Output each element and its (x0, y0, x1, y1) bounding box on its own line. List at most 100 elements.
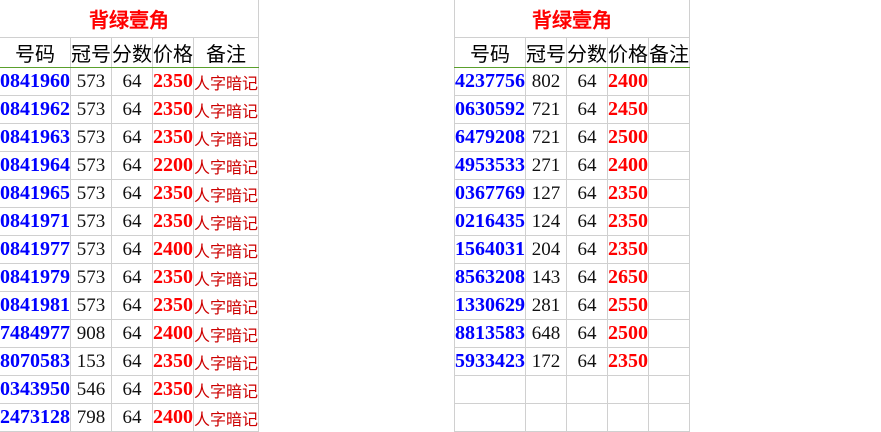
price-cell[interactable] (607, 375, 649, 404)
note-cell[interactable] (648, 403, 690, 432)
score-cell[interactable]: 64 (111, 95, 153, 124)
note-cell[interactable] (648, 347, 690, 376)
price-cell[interactable]: 2350 (152, 207, 194, 236)
serial-number-cell[interactable]: 0630592 (454, 95, 526, 124)
note-cell[interactable] (648, 95, 690, 124)
serial-number-cell[interactable]: 0841971 (0, 207, 71, 236)
score-cell[interactable]: 64 (111, 67, 153, 96)
header-serial[interactable]: 号码 (454, 37, 526, 68)
score-cell[interactable]: 64 (111, 291, 153, 320)
crown-cell[interactable]: 573 (70, 235, 112, 264)
header-score[interactable]: 分数 (111, 37, 153, 68)
score-cell[interactable]: 64 (111, 235, 153, 264)
serial-number-cell[interactable] (454, 375, 526, 404)
crown-cell[interactable]: 721 (525, 123, 567, 152)
note-cell[interactable]: 人字暗记 (192, 375, 260, 404)
price-cell[interactable]: 2350 (152, 263, 194, 292)
note-cell[interactable]: 人字暗记 (192, 263, 260, 292)
score-cell[interactable]: 64 (566, 67, 608, 96)
score-cell[interactable]: 64 (111, 375, 153, 404)
note-cell[interactable] (648, 179, 690, 208)
note-cell[interactable] (648, 263, 690, 292)
price-cell[interactable]: 2400 (152, 319, 194, 348)
serial-number-cell[interactable]: 6479208 (454, 123, 526, 152)
note-cell[interactable]: 人字暗记 (192, 235, 260, 264)
crown-cell[interactable]: 573 (70, 179, 112, 208)
price-cell[interactable]: 2400 (607, 151, 649, 180)
serial-number-cell[interactable]: 8070583 (0, 347, 71, 376)
note-cell[interactable] (648, 291, 690, 320)
price-cell[interactable]: 2350 (607, 207, 649, 236)
header-price[interactable]: 价格 (607, 37, 649, 68)
serial-number-cell[interactable]: 0841979 (0, 263, 71, 292)
crown-cell[interactable]: 271 (525, 151, 567, 180)
serial-number-cell[interactable]: 0343950 (0, 375, 71, 404)
header-crown[interactable]: 冠号 (525, 37, 567, 68)
serial-number-cell[interactable]: 8563208 (454, 263, 526, 292)
crown-cell[interactable]: 153 (70, 347, 112, 376)
note-cell[interactable] (648, 123, 690, 152)
crown-cell[interactable]: 573 (70, 291, 112, 320)
score-cell[interactable]: 64 (566, 319, 608, 348)
score-cell[interactable]: 64 (566, 291, 608, 320)
crown-cell[interactable]: 143 (525, 263, 567, 292)
score-cell[interactable]: 64 (111, 263, 153, 292)
crown-cell[interactable]: 721 (525, 95, 567, 124)
note-cell[interactable]: 人字暗记 (192, 151, 260, 180)
crown-cell[interactable]: 802 (525, 67, 567, 96)
score-cell[interactable]: 64 (111, 179, 153, 208)
note-cell[interactable] (648, 151, 690, 180)
crown-cell[interactable]: 204 (525, 235, 567, 264)
note-cell[interactable]: 人字暗记 (192, 207, 260, 236)
crown-cell[interactable]: 124 (525, 207, 567, 236)
serial-number-cell[interactable]: 0841965 (0, 179, 71, 208)
note-cell[interactable]: 人字暗记 (192, 179, 260, 208)
score-cell[interactable]: 64 (111, 123, 153, 152)
price-cell[interactable]: 2500 (607, 123, 649, 152)
serial-number-cell[interactable]: 0841964 (0, 151, 71, 180)
crown-cell[interactable]: 573 (70, 151, 112, 180)
score-cell[interactable] (566, 375, 608, 404)
score-cell[interactable]: 64 (111, 347, 153, 376)
score-cell[interactable]: 64 (566, 123, 608, 152)
serial-number-cell[interactable]: 7484977 (0, 319, 71, 348)
price-cell[interactable]: 2650 (607, 263, 649, 292)
serial-number-cell[interactable]: 5933423 (454, 347, 526, 376)
price-cell[interactable]: 2350 (152, 179, 194, 208)
note-cell[interactable]: 人字暗记 (192, 67, 260, 96)
serial-number-cell[interactable]: 0841963 (0, 123, 71, 152)
price-cell[interactable]: 2400 (152, 235, 194, 264)
score-cell[interactable]: 64 (111, 207, 153, 236)
note-cell[interactable]: 人字暗记 (192, 347, 260, 376)
score-cell[interactable]: 64 (566, 95, 608, 124)
score-cell[interactable]: 64 (566, 151, 608, 180)
crown-cell[interactable] (525, 403, 567, 432)
score-cell[interactable]: 64 (566, 263, 608, 292)
note-cell[interactable] (648, 235, 690, 264)
crown-cell[interactable]: 281 (525, 291, 567, 320)
price-cell[interactable]: 2500 (607, 319, 649, 348)
price-cell[interactable]: 2400 (607, 67, 649, 96)
note-cell[interactable] (648, 67, 690, 96)
crown-cell[interactable]: 648 (525, 319, 567, 348)
header-note[interactable]: 备注 (192, 37, 260, 68)
crown-cell[interactable]: 546 (70, 375, 112, 404)
crown-cell[interactable]: 798 (70, 403, 112, 432)
header-serial[interactable]: 号码 (0, 37, 71, 68)
price-cell[interactable]: 2350 (607, 179, 649, 208)
note-cell[interactable] (648, 207, 690, 236)
crown-cell[interactable] (525, 375, 567, 404)
price-cell[interactable]: 2200 (152, 151, 194, 180)
price-cell[interactable]: 2450 (607, 95, 649, 124)
note-cell[interactable] (648, 319, 690, 348)
score-cell[interactable] (566, 403, 608, 432)
header-crown[interactable]: 冠号 (70, 37, 112, 68)
serial-number-cell[interactable]: 0841981 (0, 291, 71, 320)
serial-number-cell[interactable]: 0216435 (454, 207, 526, 236)
price-cell[interactable]: 2350 (152, 67, 194, 96)
note-cell[interactable]: 人字暗记 (192, 95, 260, 124)
score-cell[interactable]: 64 (111, 151, 153, 180)
serial-number-cell[interactable] (454, 403, 526, 432)
header-score[interactable]: 分数 (566, 37, 608, 68)
price-cell[interactable]: 2400 (152, 403, 194, 432)
